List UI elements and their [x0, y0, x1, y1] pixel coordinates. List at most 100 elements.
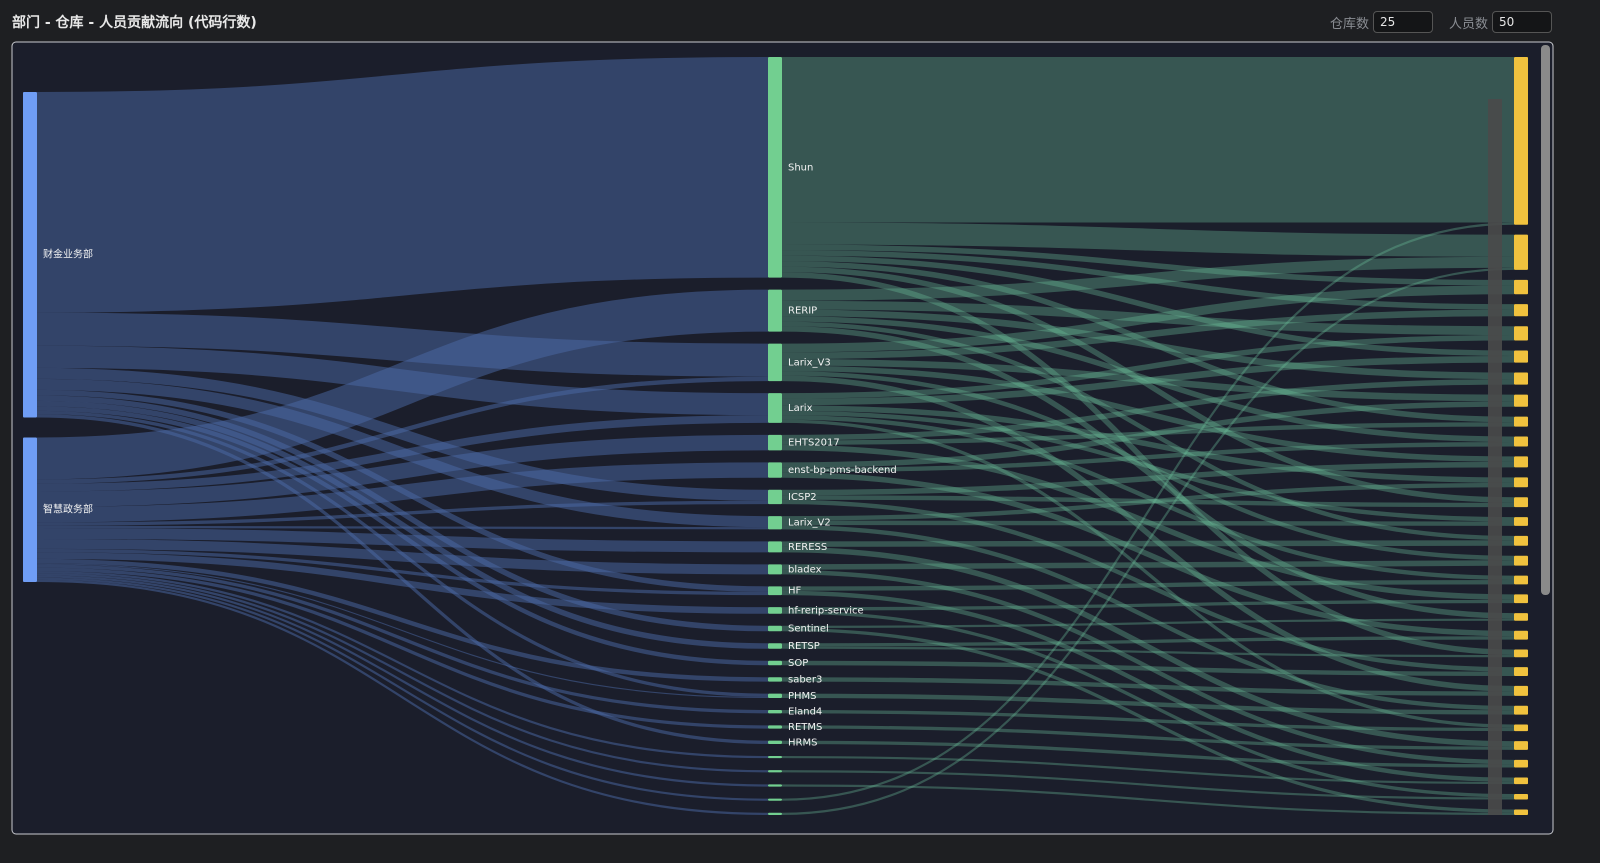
node [768, 393, 782, 423]
flow-link [36, 552, 769, 614]
node [1514, 234, 1528, 270]
node [1514, 741, 1528, 750]
flow-link [781, 784, 1515, 816]
flow-link [36, 57, 769, 313]
node [768, 740, 782, 744]
node-label: RERIP [788, 306, 817, 317]
node-label: 智慧政务部 [43, 503, 93, 516]
flow-link [781, 520, 1515, 526]
node-label: Larix [788, 403, 813, 414]
node [1514, 724, 1528, 732]
flow-link [781, 355, 1515, 406]
node-label: ICSP2 [788, 492, 817, 503]
flow-link [781, 461, 1515, 496]
node [768, 434, 782, 451]
repo-count-control: 仓库数 25 [1330, 11, 1434, 33]
node [1514, 794, 1528, 800]
node-label: 财金业务部 [43, 248, 93, 261]
flow-link [36, 564, 769, 714]
flow-link [781, 255, 1515, 356]
flow-link [36, 570, 769, 759]
node [768, 770, 782, 773]
number-input[interactable]: 50 [1492, 11, 1553, 33]
node [768, 607, 782, 614]
flow-link [781, 422, 1515, 445]
node [1514, 649, 1528, 658]
flow-link [36, 567, 769, 729]
node [1514, 477, 1528, 488]
flow-link [781, 250, 1515, 310]
flow-link [36, 415, 769, 492]
flow-link [781, 627, 1515, 813]
node [768, 289, 782, 332]
flow-link [781, 770, 1515, 800]
node [768, 625, 782, 632]
flow-link [36, 563, 769, 699]
flow-link [781, 590, 1515, 782]
node-label: Eland4 [788, 707, 822, 718]
node [1514, 555, 1528, 566]
flow-link [36, 376, 769, 484]
flow-link [781, 410, 1515, 522]
node-label: HRMS [788, 737, 817, 748]
node [768, 541, 782, 553]
node-label: Sentinel [788, 624, 829, 635]
flow-link [781, 326, 1515, 619]
node-label: PHMS [788, 691, 817, 702]
node-label: saber3 [788, 674, 822, 685]
flow-link [36, 500, 769, 526]
node [768, 725, 782, 729]
node [768, 693, 782, 699]
node [1514, 705, 1528, 715]
flow-link [36, 434, 769, 507]
flow-link [781, 610, 1515, 798]
node [768, 489, 782, 505]
node [768, 516, 782, 530]
node-label: RETSP [788, 641, 820, 652]
flow-link [781, 560, 1515, 570]
node [768, 660, 782, 666]
node-label: hf-rerip-service [788, 605, 864, 616]
node-label: enst-bp-pms-backend [788, 465, 897, 476]
flow-link [781, 495, 1515, 508]
flow-link [781, 267, 1515, 816]
node [768, 755, 782, 759]
node-label: Shun [788, 162, 813, 173]
node [1514, 809, 1528, 815]
node-label: Larix_V3 [788, 357, 831, 368]
flow-link [781, 540, 1515, 547]
flow-link [781, 579, 1515, 591]
node [1514, 394, 1528, 407]
node [1514, 777, 1528, 785]
node [1514, 57, 1528, 225]
flow-link [781, 442, 1515, 473]
flow-link [781, 405, 1515, 483]
node [1514, 759, 1528, 768]
flow-link [781, 444, 1515, 600]
flow-link [781, 401, 1515, 468]
flow-link [36, 400, 769, 649]
flow-link [36, 527, 769, 553]
flow-link [781, 309, 1515, 380]
flow-link [36, 462, 769, 523]
flow-link [781, 359, 1515, 402]
flow-link [36, 577, 769, 801]
number-input[interactable]: 25 [1373, 11, 1434, 33]
node-label: SOP [788, 658, 808, 669]
flow-link [781, 375, 1515, 692]
node [768, 586, 782, 596]
flow-link [36, 579, 769, 816]
flow-link [36, 367, 769, 501]
scrollbar[interactable] [1541, 45, 1550, 595]
node [1514, 279, 1528, 295]
label-overlay [1488, 99, 1502, 815]
flow-link [781, 222, 1515, 801]
flow-link [781, 636, 1515, 647]
node [768, 784, 782, 787]
node [1514, 350, 1528, 363]
flow-link [781, 569, 1515, 765]
flow-link [36, 575, 769, 787]
